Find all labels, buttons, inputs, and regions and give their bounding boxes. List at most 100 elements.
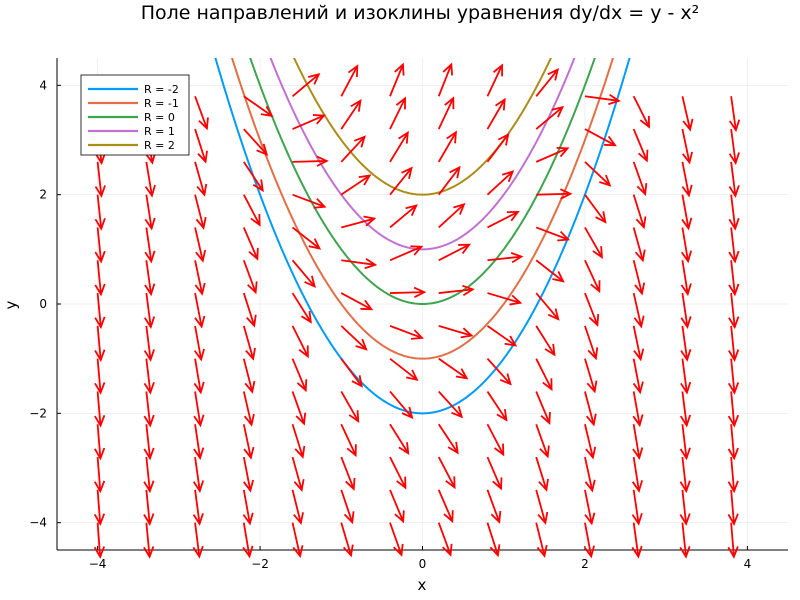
direction-arrow: [389, 489, 405, 524]
direction-arrow: [340, 522, 354, 558]
direction-arrow: [680, 227, 693, 264]
direction-arrow: [486, 522, 501, 558]
direction-arrow: [535, 391, 551, 425]
direction-arrow: [291, 226, 322, 250]
x-axis-label: x: [418, 576, 427, 594]
direction-arrow: [143, 391, 155, 428]
direction-arrow: [632, 227, 646, 263]
direction-arrow: [681, 128, 693, 165]
isoclines: [214, 58, 631, 415]
direction-arrow: [727, 424, 739, 461]
direction-arrow: [340, 456, 356, 491]
direction-arrow: [486, 132, 510, 163]
direction-arrow: [389, 423, 410, 455]
y-tick-label: −4: [29, 516, 47, 530]
direction-arrow: [94, 227, 106, 264]
direction-arrow: [632, 161, 648, 197]
direction-arrow: [486, 489, 502, 524]
direction-arrow: [727, 391, 739, 428]
direction-arrow: [94, 424, 106, 461]
direction-arrow: [291, 358, 308, 393]
direction-arrow: [143, 325, 155, 362]
direction-arrow: [291, 423, 306, 459]
direction-arrow: [193, 391, 205, 428]
direction-arrow: [143, 358, 155, 395]
direction-arrow: [242, 391, 255, 427]
legend-label: R = 1: [144, 125, 175, 138]
direction-arrow: [632, 424, 644, 461]
direction-arrow: [242, 522, 254, 559]
direction-arrow: [535, 146, 570, 163]
direction-arrow: [143, 292, 156, 330]
direction-arrow: [632, 95, 650, 129]
direction-arrow: [679, 424, 691, 461]
x-tick-label: 2: [581, 557, 589, 571]
direction-arrow: [292, 114, 326, 130]
direction-arrow: [340, 358, 363, 388]
direction-arrow: [486, 63, 504, 97]
direction-arrow: [192, 522, 204, 559]
direction-arrow: [291, 489, 304, 526]
direction-arrow: [681, 161, 693, 198]
legend: R = -2R = -1R = 0R = 1R = 2: [80, 74, 190, 156]
direction-arrow: [94, 194, 106, 231]
direction-arrow: [632, 358, 644, 395]
direction-arrow: [535, 456, 549, 492]
direction-arrow: [389, 130, 409, 163]
direction-arrow: [584, 391, 597, 427]
direction-arrow: [679, 391, 692, 428]
direction-arrow: [291, 259, 316, 288]
direction-arrow: [340, 391, 360, 423]
direction-arrow: [340, 292, 374, 311]
direction-arrow: [389, 522, 404, 557]
direction-arrow: [437, 489, 454, 524]
direction-arrow: [193, 325, 205, 362]
direction-arrow: [389, 325, 424, 340]
direction-arrow: [583, 522, 595, 559]
direction-arrow: [437, 130, 457, 163]
direction-arrow: [632, 292, 645, 329]
direction-arrow: [291, 522, 304, 559]
direction-arrow: [486, 170, 515, 196]
direction-arrow: [438, 284, 475, 296]
direction-arrow: [631, 522, 643, 559]
direction-arrow: [438, 325, 474, 339]
y-tick-label: 0: [39, 297, 47, 311]
direction-arrow: [193, 358, 205, 395]
direction-arrow: [680, 292, 692, 329]
direction-arrow: [680, 358, 692, 395]
direction-arrow: [437, 522, 453, 557]
direction-arrow: [389, 390, 414, 420]
direction-arrow: [94, 325, 106, 362]
direction-arrow: [341, 258, 378, 270]
direction-arrow: [584, 259, 601, 294]
direction-arrow: [242, 292, 257, 328]
direction-arrow: [193, 424, 205, 461]
direction-arrow: [632, 260, 646, 296]
legend-label: R = -2: [144, 83, 179, 96]
direction-arrow: [728, 194, 740, 231]
tick-labels: −4 −2 0 2 4 −4 −2 0 2 4: [29, 78, 751, 571]
direction-arrow: [632, 194, 647, 230]
direction-arrow: [535, 423, 550, 459]
direction-arrow: [681, 96, 694, 132]
direction-arrow: [340, 135, 366, 163]
direction-arrow: [291, 456, 305, 493]
direction-arrow: [584, 292, 600, 327]
direction-arrow: [584, 227, 603, 259]
direction-arrow: [438, 165, 461, 196]
direction-arrow: [94, 260, 106, 297]
direction-arrow: [632, 128, 649, 163]
direction-arrow: [192, 489, 204, 526]
direction-arrow: [340, 174, 372, 196]
direction-arrow: [144, 161, 156, 198]
y-tick-label: 2: [39, 188, 47, 202]
direction-arrow: [143, 456, 155, 494]
direction-arrow: [93, 456, 106, 494]
direction-arrow: [94, 161, 106, 198]
direction-arrow: [584, 94, 621, 106]
legend-label: R = 0: [144, 111, 175, 124]
direction-arrow: [242, 227, 259, 261]
direction-arrow: [728, 161, 740, 198]
direction-arrow: [242, 358, 256, 394]
